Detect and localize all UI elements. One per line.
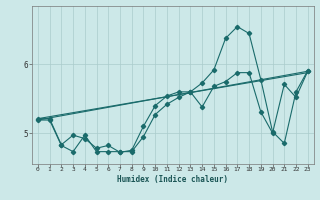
- X-axis label: Humidex (Indice chaleur): Humidex (Indice chaleur): [117, 175, 228, 184]
